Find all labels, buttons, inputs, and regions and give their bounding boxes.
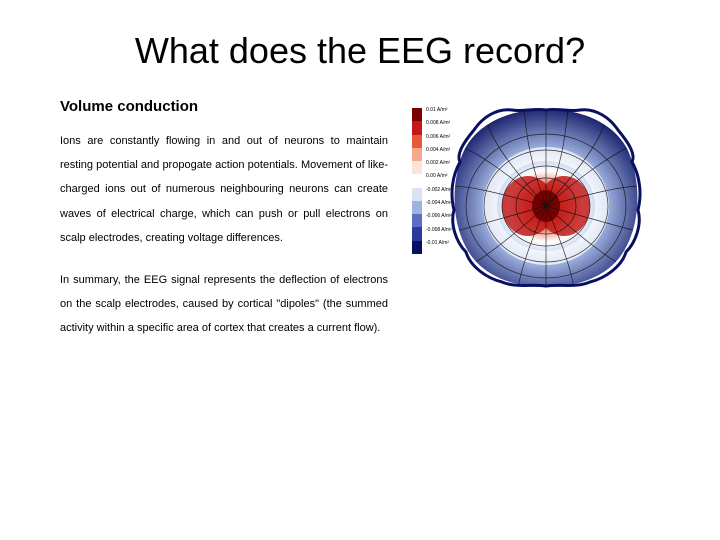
slide-title: What does the EEG record? <box>60 30 660 72</box>
colorbar-segment <box>412 201 422 214</box>
brain-field-map-icon <box>446 102 646 292</box>
colorbar-segment <box>412 135 422 148</box>
colorbar-segment <box>412 121 422 134</box>
brain-figure: 0.01 A/m²0.008 A/m²0.006 A/m²0.004 A/m²0… <box>406 102 646 292</box>
subheading: Volume conduction <box>60 98 388 115</box>
colorbar-segment <box>412 108 422 121</box>
colorbar-segment <box>412 227 422 240</box>
paragraph-2: In summary, the EEG signal represents th… <box>60 268 388 341</box>
text-column: Volume conduction Ions are constantly fl… <box>60 98 388 359</box>
paragraph-1: Ions are constantly flowing in and out o… <box>60 129 388 250</box>
colorbar <box>412 108 422 254</box>
colorbar-segment <box>412 161 422 174</box>
colorbar-segment <box>412 148 422 161</box>
content-row: Volume conduction Ions are constantly fl… <box>60 98 660 359</box>
colorbar-segment <box>412 214 422 227</box>
colorbar-segment <box>412 188 422 201</box>
colorbar-segment <box>412 174 422 187</box>
slide: What does the EEG record? Volume conduct… <box>0 0 720 540</box>
figure-column: 0.01 A/m²0.008 A/m²0.006 A/m²0.004 A/m²0… <box>406 98 646 359</box>
colorbar-segment <box>412 241 422 254</box>
